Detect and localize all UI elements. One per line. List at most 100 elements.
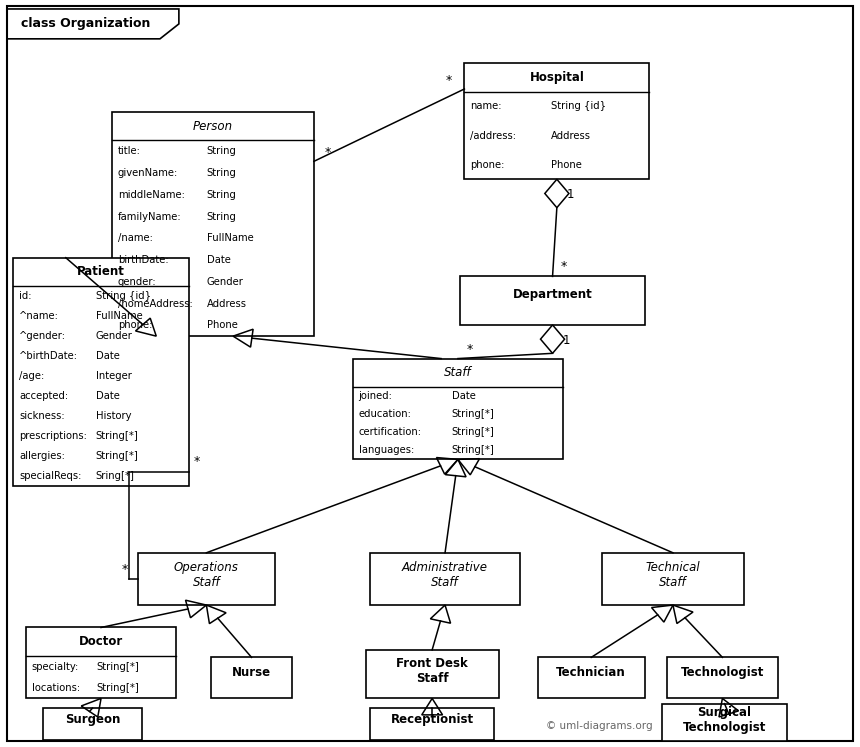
Text: gender:: gender: — [118, 277, 157, 287]
Text: Date: Date — [206, 255, 230, 265]
Text: String[*]: String[*] — [95, 431, 138, 441]
Text: FullName: FullName — [206, 233, 254, 244]
Text: String[*]: String[*] — [452, 427, 494, 437]
FancyBboxPatch shape — [13, 258, 189, 486]
Text: *: * — [194, 455, 200, 468]
Text: String[*]: String[*] — [452, 409, 494, 419]
FancyBboxPatch shape — [211, 657, 292, 698]
Text: *: * — [122, 563, 128, 576]
Text: String: String — [206, 211, 237, 222]
Text: String: String — [206, 190, 237, 199]
Text: Address: Address — [551, 131, 592, 140]
Text: /homeAddress:: /homeAddress: — [118, 299, 193, 309]
Text: *: * — [466, 343, 473, 356]
FancyBboxPatch shape — [662, 704, 787, 741]
Polygon shape — [545, 179, 569, 208]
Text: joined:: joined: — [359, 391, 392, 401]
Text: Technical
Staff: Technical Staff — [646, 561, 700, 589]
FancyBboxPatch shape — [43, 708, 142, 740]
Text: education:: education: — [359, 409, 411, 419]
Text: specialty:: specialty: — [32, 662, 79, 672]
Text: name:: name: — [470, 102, 502, 111]
FancyBboxPatch shape — [370, 708, 494, 740]
Text: ^birthDate:: ^birthDate: — [19, 351, 78, 361]
Text: Administrative
Staff: Administrative Staff — [402, 561, 488, 589]
Text: Sring[*]: Sring[*] — [95, 471, 135, 480]
Text: Hospital: Hospital — [530, 71, 584, 84]
Text: /name:: /name: — [118, 233, 153, 244]
Text: FullName: FullName — [95, 311, 143, 321]
Text: Technician: Technician — [556, 666, 626, 679]
Text: sickness:: sickness: — [19, 411, 64, 421]
Text: String[*]: String[*] — [95, 450, 138, 461]
Text: certification:: certification: — [359, 427, 421, 437]
FancyBboxPatch shape — [353, 359, 563, 459]
FancyBboxPatch shape — [138, 553, 275, 605]
Text: /age:: /age: — [19, 371, 44, 381]
Text: Date: Date — [95, 391, 120, 401]
FancyBboxPatch shape — [26, 627, 176, 698]
Text: Date: Date — [452, 391, 476, 401]
Text: String[*]: String[*] — [96, 662, 139, 672]
Text: birthDate:: birthDate: — [118, 255, 169, 265]
Text: givenName:: givenName: — [118, 168, 178, 178]
FancyBboxPatch shape — [370, 553, 520, 605]
FancyBboxPatch shape — [112, 112, 314, 336]
Text: Department: Department — [513, 288, 593, 301]
Text: String {id}: String {id} — [95, 291, 150, 301]
Text: *: * — [445, 74, 452, 87]
Text: © uml-diagrams.org: © uml-diagrams.org — [546, 721, 653, 731]
Text: phone:: phone: — [118, 320, 152, 330]
Text: String: String — [206, 146, 237, 156]
Text: ^name:: ^name: — [19, 311, 58, 321]
Text: /address:: /address: — [470, 131, 516, 140]
Text: class Organization: class Organization — [22, 17, 150, 31]
Text: String[*]: String[*] — [452, 445, 494, 456]
Text: Date: Date — [95, 351, 120, 361]
Text: Staff: Staff — [444, 366, 472, 379]
Text: Gender: Gender — [206, 277, 243, 287]
Text: languages:: languages: — [359, 445, 414, 456]
Text: Operations
Staff: Operations Staff — [174, 561, 239, 589]
Text: Gender: Gender — [95, 331, 132, 341]
Text: title:: title: — [118, 146, 141, 156]
Text: Surgical
Technologist: Surgical Technologist — [683, 706, 766, 734]
Text: Receptionist: Receptionist — [390, 713, 474, 726]
Text: Phone: Phone — [551, 160, 582, 170]
FancyBboxPatch shape — [602, 553, 744, 605]
Text: *: * — [324, 146, 330, 159]
FancyBboxPatch shape — [366, 650, 499, 698]
Text: *: * — [562, 261, 568, 273]
Text: String: String — [206, 168, 237, 178]
Text: Person: Person — [193, 120, 233, 133]
Text: locations:: locations: — [32, 683, 80, 692]
Text: Address: Address — [206, 299, 247, 309]
FancyBboxPatch shape — [460, 276, 645, 325]
Text: ^gender:: ^gender: — [19, 331, 66, 341]
Text: id:: id: — [19, 291, 32, 301]
Text: Phone: Phone — [206, 320, 237, 330]
Text: phone:: phone: — [470, 160, 505, 170]
Text: middleName:: middleName: — [118, 190, 185, 199]
Text: Doctor: Doctor — [79, 635, 123, 648]
FancyBboxPatch shape — [666, 657, 778, 698]
Text: specialReqs:: specialReqs: — [19, 471, 82, 480]
Text: History: History — [95, 411, 132, 421]
Text: Surgeon: Surgeon — [64, 713, 120, 726]
FancyBboxPatch shape — [464, 63, 649, 179]
Polygon shape — [541, 325, 564, 353]
Text: Patient: Patient — [77, 265, 125, 279]
Text: 1: 1 — [568, 188, 574, 201]
Text: Front Desk
Staff: Front Desk Staff — [396, 657, 468, 684]
Text: String[*]: String[*] — [96, 683, 139, 692]
Text: Nurse: Nurse — [232, 666, 271, 679]
Text: allergies:: allergies: — [19, 450, 64, 461]
FancyBboxPatch shape — [538, 657, 645, 698]
Text: Technologist: Technologist — [681, 666, 764, 679]
Text: familyName:: familyName: — [118, 211, 181, 222]
Text: 1: 1 — [563, 334, 570, 347]
Text: prescriptions:: prescriptions: — [19, 431, 87, 441]
Text: accepted:: accepted: — [19, 391, 68, 401]
Text: String {id}: String {id} — [551, 102, 606, 111]
Text: Integer: Integer — [95, 371, 132, 381]
